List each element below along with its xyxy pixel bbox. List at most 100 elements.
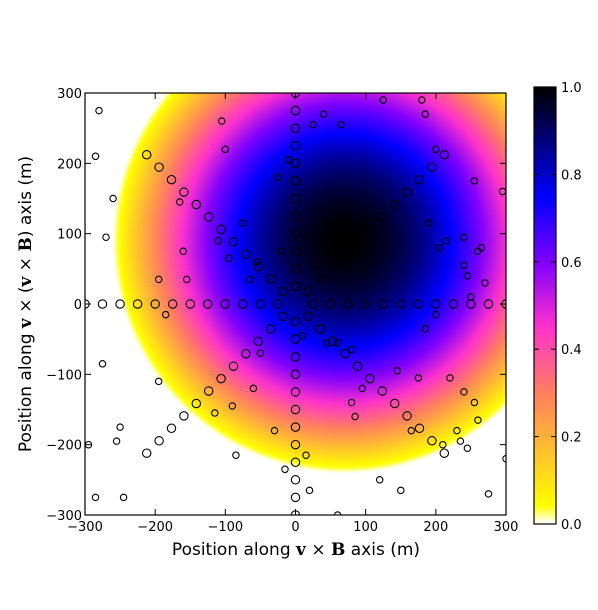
- antenna-marker: [255, 299, 266, 309]
- antenna-marker: [238, 299, 248, 309]
- antenna-marker: [414, 423, 425, 434]
- antenna-marker: [211, 409, 219, 417]
- antenna-marker: [446, 374, 454, 382]
- antenna-marker: [377, 386, 388, 396]
- antenna-marker: [305, 486, 314, 495]
- antenna-marker: [456, 437, 465, 445]
- antenna-marker: [315, 274, 326, 284]
- colorbar-frame: [533, 86, 557, 525]
- antenna-marker: [179, 187, 189, 197]
- antenna-marker: [278, 286, 288, 297]
- antenna-marker: [225, 254, 233, 263]
- antenna-marker: [98, 360, 107, 368]
- antenna-marker: [241, 249, 251, 260]
- antenna-marker: [191, 398, 202, 409]
- antenna-marker: [325, 299, 336, 309]
- antenna-marker: [290, 439, 301, 450]
- antenna-marker: [421, 324, 430, 333]
- antenna-marker: [290, 281, 301, 292]
- y-axis-ticks: −300 −200 −100 0 100 200 300: [46, 87, 506, 524]
- antenna-marker: [290, 264, 301, 274]
- antenna-marker: [340, 249, 350, 260]
- antenna-marker: [115, 299, 125, 309]
- antenna-marker: [246, 275, 254, 284]
- antenna-marker: [365, 373, 375, 384]
- antenna-marker: [418, 96, 426, 104]
- antenna-marker: [290, 334, 301, 344]
- antenna-marker: [435, 243, 444, 252]
- antenna-marker: [119, 493, 128, 502]
- antenna-marker: [102, 233, 110, 241]
- antenna-marker: [290, 387, 301, 397]
- antenna-marker: [116, 423, 124, 431]
- heatmap-image: [85, 93, 506, 515]
- antenna-marker: [109, 194, 117, 203]
- antenna-marker: [414, 174, 425, 185]
- antenna-marker: [232, 451, 240, 459]
- antenna-marker: [347, 398, 356, 407]
- antenna-marker: [203, 299, 213, 309]
- antenna-marker: [425, 219, 433, 227]
- antenna-marker: [432, 145, 440, 154]
- antenna-marker: [270, 426, 279, 435]
- antenna-marker: [274, 173, 282, 182]
- antenna-marker: [431, 299, 441, 309]
- antenna-marker: [273, 299, 283, 309]
- colorbar-ticks: 0.0 0.2 0.4 0.6 0.8 1.0: [534, 81, 582, 533]
- antenna-marker: [290, 246, 301, 257]
- antenna-marker: [218, 117, 226, 125]
- antenna-marker: [463, 272, 472, 280]
- antenna-marker: [377, 212, 388, 222]
- plot-area: [85, 93, 506, 515]
- antenna-marker: [167, 299, 178, 309]
- y-tick-label: 300: [57, 87, 82, 102]
- antenna-marker: [365, 224, 375, 235]
- antenna-marker: [154, 377, 163, 386]
- antenna-marker: [303, 286, 313, 297]
- antenna-marker: [427, 436, 437, 446]
- antenna-marker: [290, 176, 301, 186]
- antenna-marker: [290, 316, 301, 327]
- antenna-marker: [256, 349, 265, 357]
- antenna-marker: [484, 490, 493, 498]
- colorbar-tick-label: 1.0: [561, 81, 582, 96]
- antenna-marker: [358, 384, 366, 393]
- antenna-marker: [303, 311, 313, 322]
- antenna-marker: [470, 177, 479, 185]
- antenna-marker: [290, 457, 301, 468]
- antenna-marker: [448, 299, 459, 309]
- antenna-marker: [389, 199, 400, 210]
- antenna-marker: [281, 465, 289, 474]
- antenna-marker: [95, 106, 103, 115]
- antenna-marker: [402, 187, 412, 197]
- antenna-marker: [467, 293, 475, 301]
- antenna-marker: [302, 233, 310, 241]
- antenna-marker: [354, 233, 363, 241]
- y-tick-label: −200: [46, 439, 82, 454]
- antenna-marker: [407, 426, 416, 435]
- antenna-marker: [150, 299, 160, 309]
- antenna-marker: [379, 96, 387, 104]
- antenna-marker: [312, 261, 321, 270]
- antenna-marker: [290, 123, 301, 133]
- antenna-marker: [402, 411, 412, 421]
- antenna-marker: [319, 110, 328, 118]
- antenna-marker: [154, 275, 163, 284]
- antenna-marker: [460, 261, 468, 270]
- antenna-marker: [249, 384, 258, 393]
- antenna-marker: [154, 162, 164, 172]
- antenna-marker: [453, 426, 461, 435]
- antenna-marker: [216, 373, 226, 384]
- antenna-marker: [290, 105, 301, 116]
- antenna-marker: [132, 299, 143, 309]
- antenna-marker: [290, 158, 301, 169]
- antenna-marker: [179, 247, 187, 256]
- antenna-marker: [333, 338, 342, 347]
- antenna-marker: [228, 237, 239, 247]
- antenna-marker: [97, 299, 108, 309]
- antenna-marker: [309, 120, 317, 129]
- x-tick-label: −300: [67, 520, 103, 535]
- y-tick-label: −100: [46, 368, 82, 383]
- antenna-marker: [253, 336, 264, 347]
- y-tick-label: 0: [74, 298, 82, 313]
